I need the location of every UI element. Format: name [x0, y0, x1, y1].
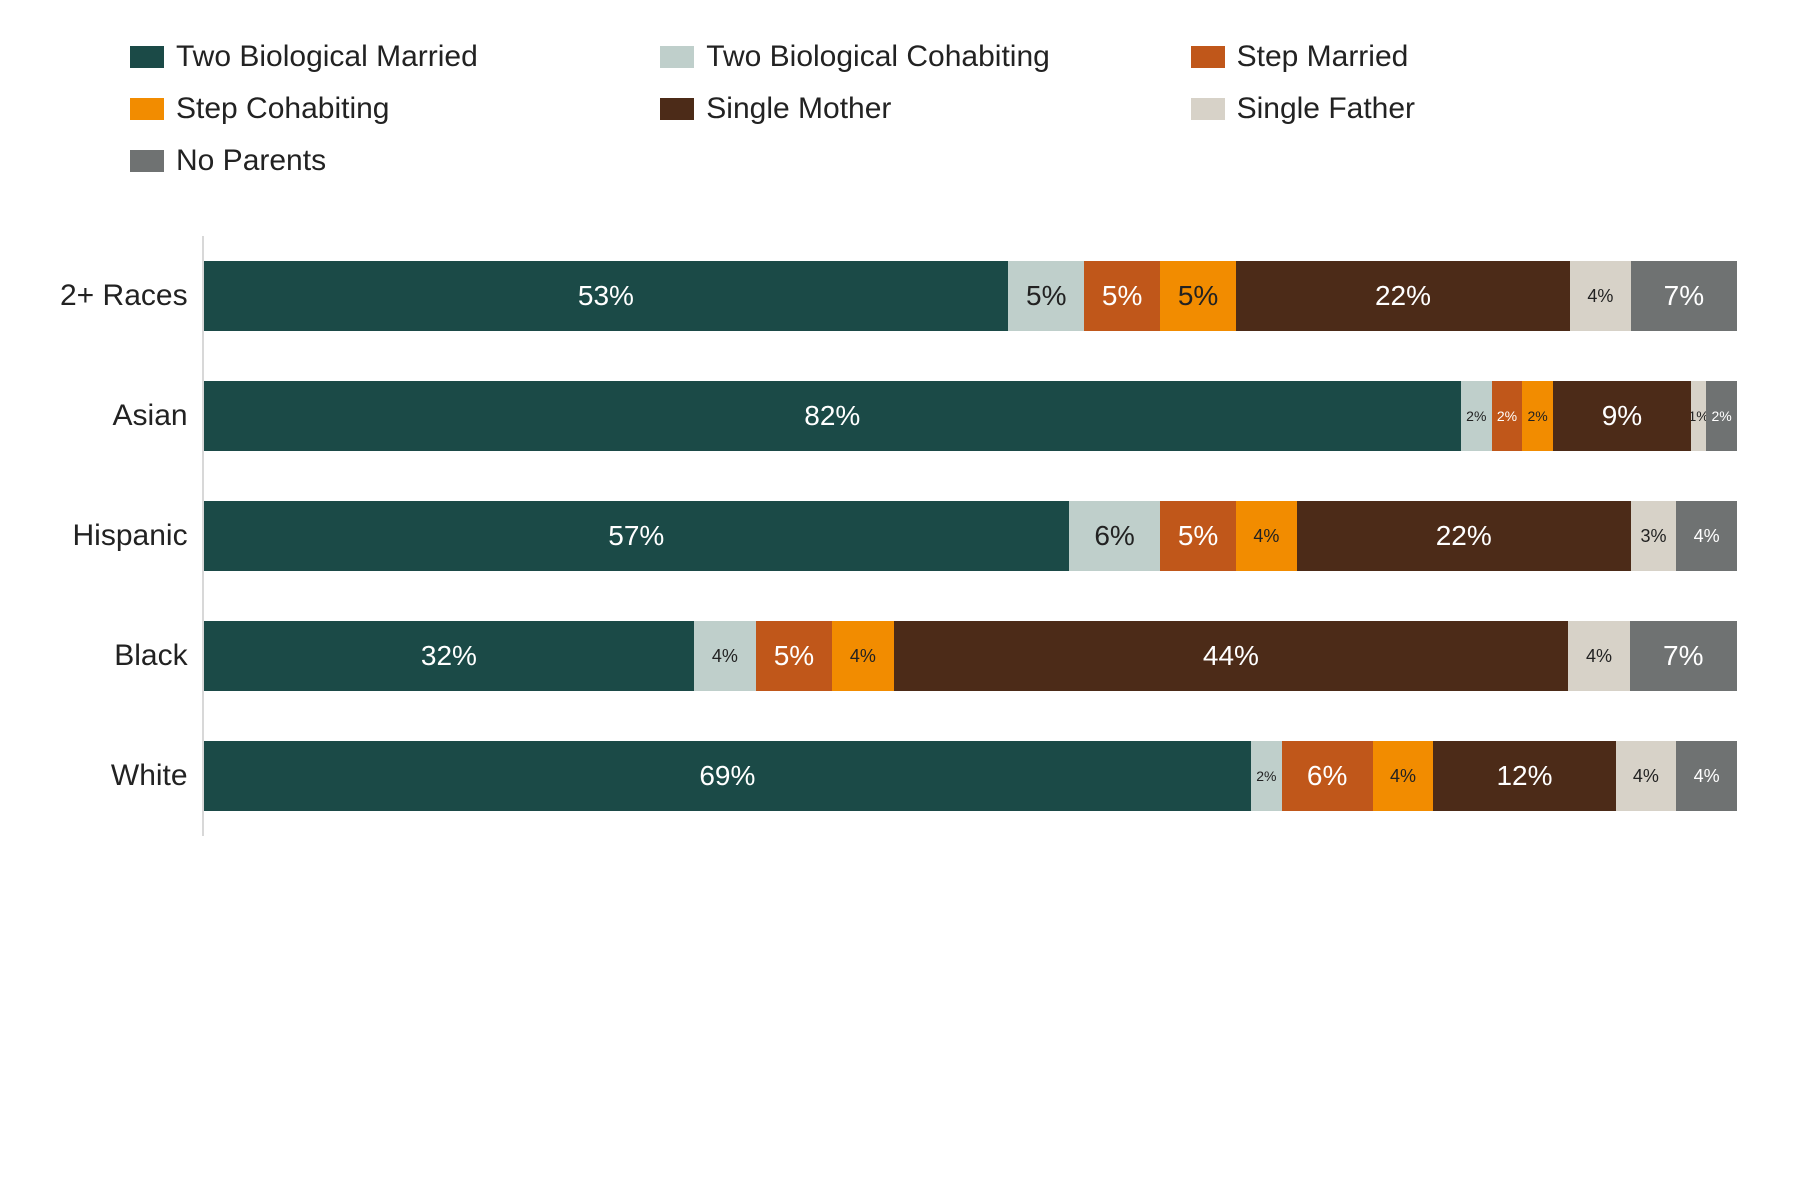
bar-segment: 7%	[1631, 261, 1737, 331]
legend-item: Step Married	[1191, 40, 1721, 74]
bar-row: 82%2%2%2%9%1%2%	[204, 356, 1737, 476]
bar-segment: 4%	[832, 621, 893, 691]
legend-label: Single Mother	[706, 92, 891, 126]
category-label: 2+ Races	[60, 236, 188, 356]
stacked-bar: 69%2%6%4%12%4%4%	[204, 741, 1737, 811]
bars-region: 53%5%5%5%22%4%7%82%2%2%2%9%1%2%57%6%5%4%…	[202, 236, 1737, 836]
bar-segment: 44%	[894, 621, 1569, 691]
bar-segment: 2%	[1522, 381, 1553, 451]
bar-segment: 4%	[694, 621, 755, 691]
bar-segment: 4%	[1236, 501, 1297, 571]
legend-item: No Parents	[130, 144, 660, 178]
bar-segment: 5%	[756, 621, 833, 691]
legend-label: Single Father	[1237, 92, 1415, 126]
legend-swatch	[660, 98, 694, 120]
bar-segment: 57%	[204, 501, 1069, 571]
legend-label: Two Biological Married	[176, 40, 478, 74]
bar-segment: 5%	[1160, 501, 1236, 571]
bar-segment: 2%	[1461, 381, 1492, 451]
bar-segment: 82%	[204, 381, 1461, 451]
legend-item: Single Mother	[660, 92, 1190, 126]
bar-segment: 2%	[1492, 381, 1523, 451]
bar-segment: 1%	[1691, 381, 1706, 451]
legend-swatch	[1191, 98, 1225, 120]
legend-item: Step Cohabiting	[130, 92, 660, 126]
legend-item: Two Biological Cohabiting	[660, 40, 1190, 74]
legend-item: Two Biological Married	[130, 40, 660, 74]
bar-row: 32%4%5%4%44%4%7%	[204, 596, 1737, 716]
stacked-bar: 32%4%5%4%44%4%7%	[204, 621, 1737, 691]
bar-segment: 2%	[1706, 381, 1737, 451]
legend-swatch	[130, 46, 164, 68]
bar-segment: 6%	[1282, 741, 1373, 811]
bar-segment: 4%	[1570, 261, 1631, 331]
bar-segment: 7%	[1630, 621, 1737, 691]
bar-segment: 5%	[1008, 261, 1084, 331]
bar-segment: 4%	[1616, 741, 1677, 811]
stacked-bar: 53%5%5%5%22%4%7%	[204, 261, 1737, 331]
legend-swatch	[130, 150, 164, 172]
legend-label: Two Biological Cohabiting	[706, 40, 1050, 74]
category-label: Hispanic	[60, 476, 188, 596]
bar-segment: 12%	[1433, 741, 1615, 811]
bar-row: 69%2%6%4%12%4%4%	[204, 716, 1737, 836]
bar-segment: 5%	[1160, 261, 1236, 331]
chart-legend: Two Biological Married Two Biological Coh…	[130, 40, 1737, 196]
category-label: White	[60, 716, 188, 836]
category-label: Asian	[60, 356, 188, 476]
bar-segment: 4%	[1568, 621, 1629, 691]
legend-label: No Parents	[176, 144, 326, 178]
bar-segment: 5%	[1084, 261, 1160, 331]
legend-swatch	[130, 98, 164, 120]
legend-swatch	[660, 46, 694, 68]
bar-segment: 2%	[1251, 741, 1281, 811]
bar-row: 57%6%5%4%22%3%4%	[204, 476, 1737, 596]
bar-row: 53%5%5%5%22%4%7%	[204, 236, 1737, 356]
bar-segment: 9%	[1553, 381, 1691, 451]
bar-segment: 4%	[1373, 741, 1434, 811]
bar-segment: 32%	[204, 621, 695, 691]
bar-segment: 4%	[1676, 501, 1737, 571]
bar-segment: 6%	[1069, 501, 1160, 571]
legend-label: Step Cohabiting	[176, 92, 390, 126]
stacked-bar-chart: Two Biological Married Two Biological Coh…	[60, 40, 1737, 836]
bar-segment: 69%	[204, 741, 1252, 811]
plot-area: 2+ RacesAsianHispanicBlackWhite 53%5%5%5…	[60, 236, 1737, 836]
bar-segment: 22%	[1236, 261, 1570, 331]
bar-segment: 22%	[1297, 501, 1631, 571]
category-label: Black	[60, 596, 188, 716]
bar-segment: 3%	[1631, 501, 1677, 571]
y-axis-labels: 2+ RacesAsianHispanicBlackWhite	[60, 236, 202, 836]
bar-segment: 53%	[204, 261, 1009, 331]
legend-item: Single Father	[1191, 92, 1721, 126]
legend-label: Step Married	[1237, 40, 1409, 74]
stacked-bar: 57%6%5%4%22%3%4%	[204, 501, 1737, 571]
legend-swatch	[1191, 46, 1225, 68]
bar-segment: 4%	[1676, 741, 1737, 811]
stacked-bar: 82%2%2%2%9%1%2%	[204, 381, 1737, 451]
